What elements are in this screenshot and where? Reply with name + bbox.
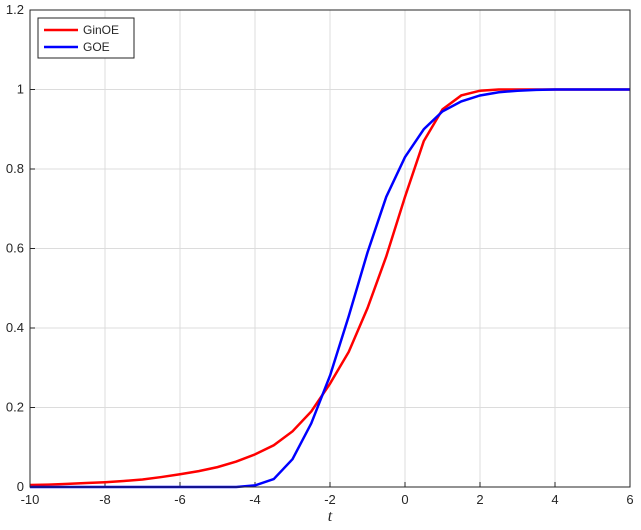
x-tick-label: 0 (401, 492, 408, 507)
x-tick-label: -6 (174, 492, 186, 507)
axes-box (29, 9, 631, 488)
y-tick-label: 0 (17, 479, 24, 494)
legend-label: GinOE (83, 23, 119, 37)
legend-label: GOE (83, 40, 110, 54)
y-tick-label: 1 (17, 82, 24, 97)
legend: GinOE GOE (37, 17, 135, 59)
x-tick-label: -8 (99, 492, 111, 507)
x-tick-label: -4 (249, 492, 261, 507)
legend-box (37, 17, 135, 59)
x-tick-label: 2 (476, 492, 483, 507)
x-axis-label: t (328, 508, 333, 525)
x-tick-label: 6 (626, 492, 633, 507)
x-tick-label: -10 (21, 492, 40, 507)
x-tick-label: -2 (324, 492, 336, 507)
y-tick-label: 0.6 (6, 241, 24, 256)
x-tick-label: 4 (551, 492, 558, 507)
y-tick-label: 0.4 (6, 320, 24, 335)
y-tick-label: 1.2 (6, 2, 24, 17)
y-tick-label: 0.2 (6, 400, 24, 415)
y-tick-label: 0.8 (6, 161, 24, 176)
